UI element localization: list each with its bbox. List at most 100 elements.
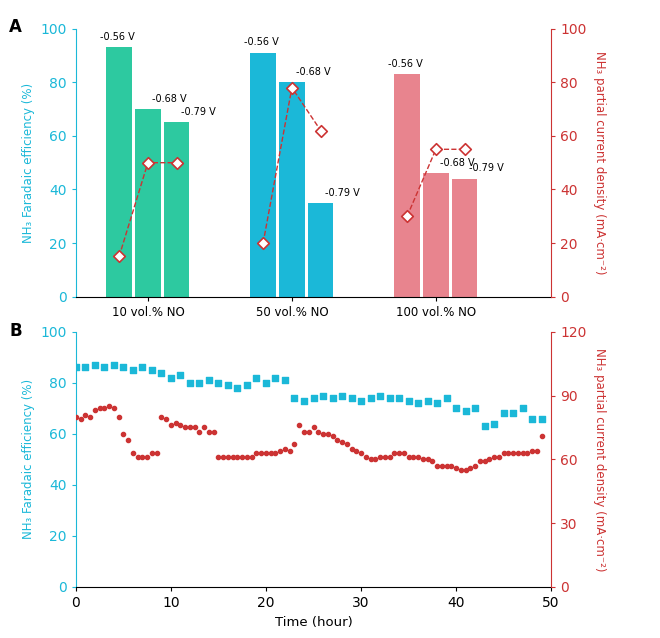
Text: -0.68 V: -0.68 V: [440, 158, 475, 168]
Point: [286, 82, 297, 93]
Point: [394, 393, 405, 403]
Point: [242, 380, 252, 390]
Point: [213, 452, 224, 463]
Point: [275, 446, 286, 456]
Point: [432, 461, 442, 471]
Point: [315, 126, 326, 136]
Point: [475, 456, 485, 466]
Point: [137, 452, 148, 463]
Point: [265, 448, 276, 458]
Point: [317, 390, 328, 401]
Point: [256, 448, 267, 458]
Point: [199, 422, 209, 433]
Text: A: A: [9, 18, 22, 36]
Point: [161, 414, 172, 424]
Point: [422, 396, 433, 406]
Y-axis label: NH₃ Faradaic efficiency (%): NH₃ Faradaic efficiency (%): [22, 380, 35, 539]
Y-axis label: NH₃ partial current density (mA·cm⁻²): NH₃ partial current density (mA·cm⁻²): [593, 51, 606, 274]
Point: [304, 427, 314, 437]
Point: [455, 465, 466, 475]
Point: [109, 360, 119, 370]
Point: [442, 461, 452, 471]
Point: [172, 158, 182, 168]
Point: [114, 251, 124, 262]
Bar: [452, 179, 477, 297]
Point: [327, 431, 338, 441]
Text: -0.68 V: -0.68 V: [296, 67, 331, 77]
Point: [294, 420, 304, 431]
Point: [194, 378, 205, 388]
Point: [258, 238, 269, 248]
Point: [80, 410, 90, 420]
Text: -0.56 V: -0.56 V: [388, 59, 423, 69]
Y-axis label: NH₃ Faradaic efficiency (%): NH₃ Faradaic efficiency (%): [22, 83, 35, 242]
Point: [189, 422, 200, 433]
Bar: [164, 122, 189, 297]
Point: [537, 431, 547, 441]
Point: [365, 454, 376, 464]
Point: [185, 422, 195, 433]
Text: -0.56 V: -0.56 V: [244, 38, 279, 47]
Point: [109, 403, 119, 413]
Point: [218, 452, 228, 463]
Point: [166, 420, 176, 431]
Point: [251, 373, 262, 383]
Point: [80, 362, 90, 373]
Point: [123, 435, 133, 445]
Point: [460, 465, 471, 475]
Point: [142, 452, 152, 463]
Point: [517, 448, 528, 458]
Point: [299, 396, 310, 406]
Point: [470, 403, 480, 413]
Point: [379, 452, 390, 463]
Point: [498, 448, 509, 458]
Text: -0.56 V: -0.56 V: [100, 32, 135, 42]
Point: [147, 448, 157, 458]
Point: [151, 448, 162, 458]
Point: [237, 452, 248, 463]
Point: [194, 427, 205, 437]
Point: [370, 454, 381, 464]
Point: [412, 452, 423, 463]
Point: [133, 452, 143, 463]
Point: [308, 393, 319, 403]
Point: [403, 396, 414, 406]
Point: [503, 448, 513, 458]
Point: [394, 448, 405, 458]
Point: [537, 413, 547, 424]
Point: [508, 448, 518, 458]
Point: [498, 408, 509, 419]
Point: [85, 412, 96, 422]
Point: [384, 393, 395, 403]
Text: B: B: [9, 322, 22, 339]
Point: [118, 429, 129, 439]
Point: [166, 373, 176, 383]
Point: [204, 427, 214, 437]
Point: [317, 429, 328, 439]
Point: [213, 378, 224, 388]
Point: [209, 427, 219, 437]
Point: [308, 422, 319, 433]
Point: [365, 393, 376, 403]
Point: [323, 429, 333, 439]
Point: [408, 452, 418, 463]
Point: [451, 463, 461, 473]
Bar: [308, 203, 333, 297]
Point: [489, 452, 500, 463]
Point: [114, 412, 124, 422]
Point: [313, 427, 323, 437]
Point: [147, 365, 157, 375]
Point: [494, 452, 504, 463]
Point: [156, 412, 167, 422]
Point: [346, 393, 357, 403]
Point: [418, 454, 428, 464]
Point: [527, 413, 537, 424]
Point: [280, 443, 290, 454]
Text: -0.79 V: -0.79 V: [469, 163, 504, 174]
X-axis label: Time (hour): Time (hour): [275, 616, 352, 628]
Point: [289, 393, 300, 403]
Bar: [250, 53, 276, 297]
Point: [270, 448, 280, 458]
Point: [442, 393, 452, 403]
Bar: [135, 109, 160, 297]
